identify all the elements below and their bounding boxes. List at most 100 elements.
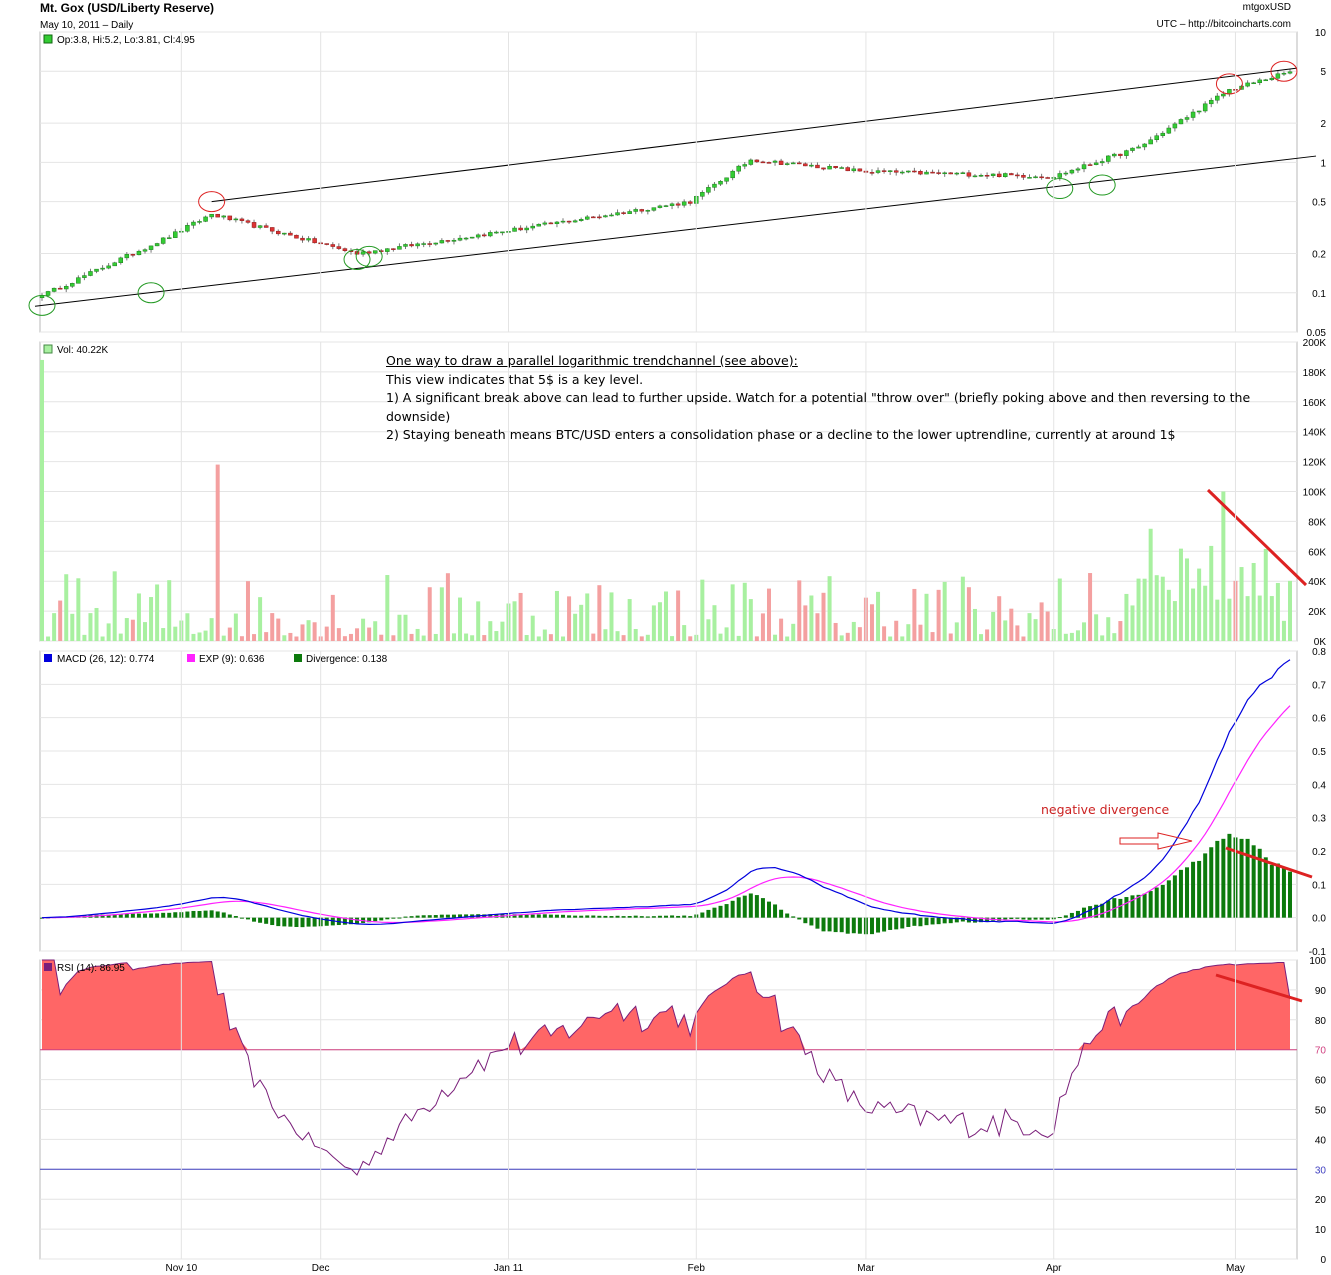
volume-bar [1130, 605, 1135, 641]
candle [657, 205, 663, 208]
candle [197, 221, 202, 223]
volume-bar [1178, 548, 1183, 641]
candle [294, 234, 299, 239]
candle [1208, 99, 1214, 105]
divergence-bar [985, 917, 990, 922]
volume-bar [379, 634, 384, 641]
candle [851, 168, 857, 172]
volume-bar [706, 619, 711, 641]
volume-bar [876, 591, 881, 641]
volume-bar [857, 627, 862, 641]
chart-source: UTC – http://bitcoincharts.com [1157, 19, 1292, 30]
divergence-bar [876, 917, 881, 933]
volume-bar [1288, 580, 1292, 641]
candle [742, 164, 748, 167]
volume-bar [476, 601, 481, 641]
divergence-bar [894, 917, 899, 930]
candle [1257, 79, 1262, 84]
divergence-bar [597, 915, 602, 918]
volume-bar [524, 635, 529, 641]
candle [269, 227, 275, 232]
divergence-bar [270, 917, 275, 926]
candle [1227, 89, 1232, 95]
candle [918, 171, 923, 175]
divergence-bar [1003, 917, 1008, 920]
divergence-bar [203, 910, 208, 918]
divergence-bar [700, 912, 705, 918]
candle [1021, 175, 1026, 178]
volume-bar [458, 597, 463, 641]
divergence-bar [536, 914, 541, 918]
candle [51, 287, 57, 292]
divergence-bar [300, 917, 305, 928]
candle [1124, 150, 1129, 156]
volume-bar [130, 619, 135, 641]
volume-bar [191, 633, 196, 641]
volume-bar [488, 621, 493, 641]
divergence-bar [1063, 915, 1068, 918]
divergence-bar [888, 917, 893, 930]
candle [124, 254, 130, 259]
divergence-bar [882, 917, 887, 932]
volume-bar [1148, 528, 1153, 641]
volume-bar [833, 622, 838, 641]
volume-bar [100, 636, 105, 641]
candle [100, 267, 105, 270]
candle [173, 231, 178, 238]
divergence-bar [1148, 891, 1153, 918]
volume-bar [621, 635, 626, 641]
candle [1263, 79, 1269, 82]
divergence-bar [627, 916, 632, 918]
candle [118, 257, 124, 264]
divergence-bar [1185, 867, 1190, 918]
divergence-bar [1166, 880, 1171, 918]
divergence-bar [197, 911, 202, 918]
candle [869, 172, 875, 174]
macd-panel: 0.8 0.7 0.6 0.5 0.4 0.3 0.2 0.1 0.0 -0.1 [39, 647, 1326, 958]
volume-bar [264, 632, 269, 641]
divergence-bar [724, 904, 729, 918]
volume-bar [979, 634, 984, 641]
divergence-bar [1027, 917, 1032, 920]
volume-bar [40, 359, 44, 641]
candle [669, 203, 675, 206]
candle [439, 240, 445, 244]
candle [627, 211, 632, 214]
candle [1190, 111, 1196, 118]
candle [1057, 173, 1063, 178]
volume-bar [106, 623, 111, 641]
y-tick-label: 40 [1315, 1135, 1327, 1146]
volume-bar [718, 633, 723, 641]
volume-bar [227, 627, 232, 641]
divergence-bar [1069, 912, 1074, 918]
rsi-divergence-trend-line [1215, 973, 1303, 1003]
volume-bar [930, 632, 935, 641]
candle [766, 162, 772, 164]
divergence-bar [112, 914, 117, 918]
candle [1184, 117, 1190, 120]
divergence-bar [245, 917, 250, 920]
candle [591, 216, 596, 219]
divergence-bar [294, 917, 299, 927]
divergence-bar [161, 912, 166, 918]
divergence-bar [706, 909, 711, 918]
divergence-bar [730, 900, 735, 918]
y-tick-label: 0.05 [1307, 328, 1327, 339]
candle [1093, 162, 1099, 165]
candle [203, 216, 208, 222]
divergence-bar [797, 917, 802, 920]
candle [803, 163, 808, 167]
rsi-legend-text: RSI (14): 86.95 [57, 963, 125, 974]
y-tick-label: 200K [1303, 338, 1327, 349]
candle [687, 201, 693, 204]
volume-bar [112, 571, 117, 641]
candle [1130, 147, 1135, 151]
volume-bar [482, 635, 487, 641]
volume-bar [46, 636, 51, 641]
divergence-bar [554, 914, 559, 918]
x-tick-label: Mar [857, 1263, 875, 1274]
volume-bar [1136, 578, 1141, 641]
volume-bar [312, 622, 317, 641]
candle [875, 170, 881, 173]
candle [1045, 177, 1050, 179]
